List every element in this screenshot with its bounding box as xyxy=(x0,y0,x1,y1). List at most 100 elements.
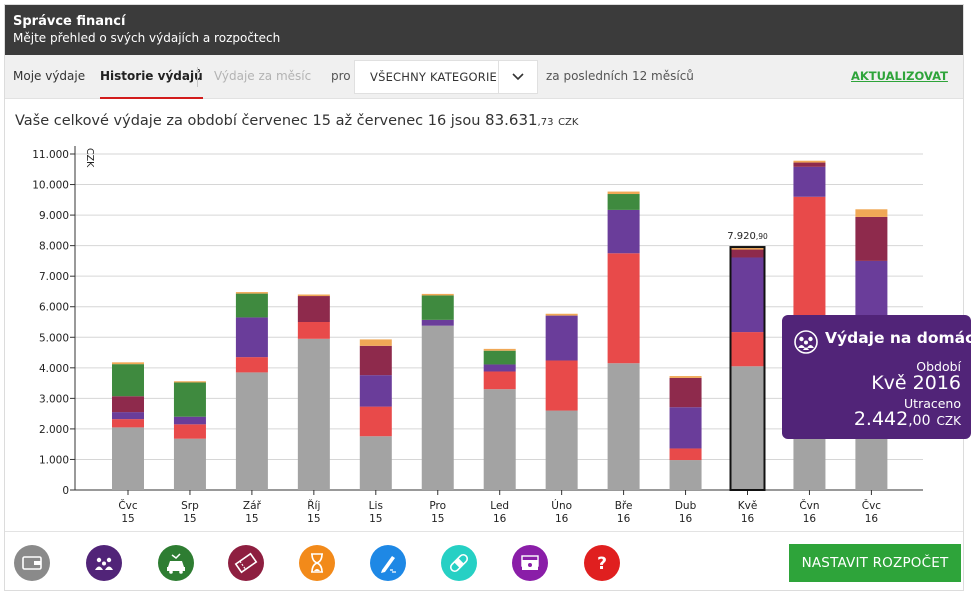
bar-segment xyxy=(607,209,640,254)
bar-segment xyxy=(359,406,392,437)
bar-segment xyxy=(173,382,206,417)
y-tick-label: 4.000 xyxy=(39,363,69,375)
health-category-button[interactable] xyxy=(441,545,477,581)
transport-category-button[interactable] xyxy=(158,545,194,581)
x-tick-label-year: 15 xyxy=(121,513,134,525)
tab-my-expenses[interactable]: Moje výdaje xyxy=(13,69,86,83)
bar-segment xyxy=(235,317,268,358)
category-select[interactable]: VŠECHNY KATEGORIE xyxy=(354,60,538,94)
x-tick-label-year: 15 xyxy=(307,513,320,525)
time-category-button[interactable] xyxy=(299,545,335,581)
toolbar: Moje výdaje Historie výdajů Výdaje za mě… xyxy=(5,55,963,99)
category-bar: ? NASTAVIT ROZPOČET xyxy=(5,531,963,587)
bar-segment xyxy=(297,296,330,322)
summary-currency: CZK xyxy=(558,117,579,128)
bar-segment xyxy=(112,364,144,397)
refresh-button[interactable]: AKTUALIZOVAT xyxy=(851,69,948,83)
tooltip-title: Výdaje na domácnost xyxy=(825,329,979,347)
x-tick-label-year: 15 xyxy=(245,513,258,525)
y-tick-label: 1.000 xyxy=(39,454,69,466)
bar-segment xyxy=(793,166,826,197)
bar-segment xyxy=(173,438,206,490)
household-category-button[interactable] xyxy=(86,545,122,581)
x-tick-label-year: 16 xyxy=(555,513,569,525)
bar-segment xyxy=(112,427,144,490)
car-icon xyxy=(167,553,185,574)
y-tick-label: 10.000 xyxy=(32,180,69,192)
tooltip-period-value: Kvě 2016 xyxy=(871,372,961,394)
category-select-divider xyxy=(498,61,499,93)
bar-segment xyxy=(421,295,454,320)
x-tick-label-year: 16 xyxy=(865,513,879,525)
bar-segment xyxy=(483,350,516,365)
household-icon xyxy=(794,330,818,354)
app-window: Správce financí Mějte přehled o svých vý… xyxy=(4,4,979,591)
x-tick-label-month: Bře xyxy=(615,500,633,512)
x-tick-label-month: Úno xyxy=(551,499,572,512)
expense-summary: Vaše celkové výdaje za období červenec 1… xyxy=(15,111,578,129)
bar-segment xyxy=(173,416,206,425)
for-label: pro xyxy=(331,69,351,83)
bar-segment xyxy=(421,319,454,326)
bar-segment xyxy=(483,364,516,372)
cash-category-button[interactable] xyxy=(512,545,548,581)
bar-segment xyxy=(669,407,702,449)
entertainment-category-button[interactable] xyxy=(228,545,264,581)
tab-monthly-expenses[interactable]: Výdaje za měsíc xyxy=(214,69,312,83)
tooltip-spent-dec: ,00 xyxy=(908,413,931,429)
other-category-button[interactable]: ? xyxy=(584,545,620,581)
x-tick-label-month: Čvc xyxy=(862,499,882,512)
toolbar-divider xyxy=(197,67,198,87)
tooltip-spent-int: 2.442 xyxy=(853,408,909,430)
x-tick-label-year: 15 xyxy=(183,513,196,525)
tab-expense-history[interactable]: Historie výdajů xyxy=(100,55,203,99)
x-tick-label-month: Kvě xyxy=(738,500,758,512)
x-tick-label-year: 16 xyxy=(803,513,817,525)
household-icon xyxy=(95,557,113,570)
tooltip-spent-currency: CZK xyxy=(936,414,961,428)
summary-text: Vaše celkové výdaje za období červenec 1… xyxy=(15,113,481,129)
bar-segment xyxy=(669,460,702,490)
chevron-down-icon[interactable] xyxy=(510,70,526,84)
bar-segment xyxy=(235,293,268,318)
bandage-icon xyxy=(449,553,469,573)
bar-segment xyxy=(112,419,144,428)
x-tick-label-month: Lis xyxy=(369,500,383,512)
bar-segment xyxy=(855,209,888,217)
bar-segment xyxy=(235,372,268,490)
x-tick-label-month: Dub xyxy=(675,500,697,512)
x-tick-label-year: 16 xyxy=(679,513,693,525)
bar-segment xyxy=(112,362,144,365)
hourglass-icon xyxy=(311,553,323,573)
bar-segment xyxy=(173,381,206,383)
x-tick-label-year: 16 xyxy=(741,513,755,525)
set-budget-button[interactable]: NASTAVIT ROZPOČET xyxy=(789,544,961,582)
bar-segment xyxy=(359,345,392,376)
bar-segment xyxy=(731,248,764,250)
y-tick-label: 9.000 xyxy=(39,210,69,222)
summary-amount-decimals: ,73 xyxy=(537,117,554,128)
category-select-value: VŠECHNY KATEGORIE xyxy=(370,70,498,84)
bar-segment xyxy=(669,448,702,461)
tooltip-period-label: Období xyxy=(916,359,961,374)
bar-segment xyxy=(235,292,268,294)
bar-segment xyxy=(731,366,764,490)
x-tick-label-year: 16 xyxy=(617,513,631,525)
bar-segment xyxy=(731,257,764,333)
bar-segment xyxy=(297,338,330,490)
bar-segment xyxy=(607,191,640,195)
bar-segment xyxy=(483,348,516,351)
shopping-category-button[interactable] xyxy=(370,545,406,581)
svg-text:?: ? xyxy=(597,554,607,574)
finance-category-button[interactable] xyxy=(14,545,50,581)
x-tick-label-month: Zář xyxy=(243,500,262,512)
summary-amount: 83.631 xyxy=(485,111,538,129)
x-tick-label-month: Pro xyxy=(429,500,446,512)
bar-segment xyxy=(669,377,702,408)
tooltip-spent-label: Utraceno xyxy=(904,396,961,411)
period-label: za posledních 12 měsíců xyxy=(546,69,694,83)
bar-segment xyxy=(483,389,516,490)
bar-segment xyxy=(235,357,268,373)
bar-segment xyxy=(483,371,516,390)
expense-history-chart: 0 1.000 2.000 3.000 4.000 5.000 6.000 7.000 8.00… xyxy=(32,146,923,525)
